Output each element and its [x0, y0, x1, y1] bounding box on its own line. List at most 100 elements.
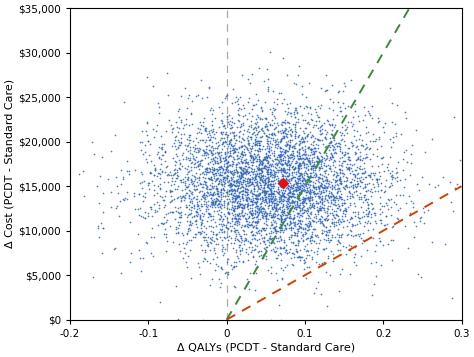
Point	[90, 275, 97, 280]
Point	[295, 202, 302, 208]
Point	[243, 169, 251, 174]
Point	[189, 155, 197, 160]
Point	[260, 236, 268, 241]
Point	[288, 175, 295, 181]
Point	[203, 183, 211, 189]
Point	[236, 252, 244, 257]
Point	[294, 176, 301, 181]
Point	[331, 186, 338, 191]
Point	[264, 179, 272, 185]
Point	[268, 190, 275, 196]
Point	[290, 220, 298, 226]
Point	[289, 191, 296, 196]
Point	[230, 240, 238, 246]
Point	[272, 213, 279, 219]
Point	[284, 198, 292, 203]
Point	[246, 240, 254, 245]
Point	[365, 111, 373, 116]
Point	[300, 257, 308, 262]
Point	[221, 177, 228, 183]
Point	[187, 132, 194, 138]
Point	[326, 223, 334, 228]
Point	[261, 165, 268, 171]
Point	[228, 218, 236, 224]
Point	[261, 208, 268, 214]
Point	[253, 131, 261, 137]
Point	[333, 177, 341, 183]
Point	[358, 137, 365, 143]
Point	[268, 191, 275, 197]
Point	[247, 154, 255, 159]
Point	[302, 94, 310, 100]
Point	[296, 155, 303, 161]
Point	[225, 201, 232, 207]
Point	[144, 210, 151, 216]
Point	[136, 191, 143, 196]
Point	[171, 170, 179, 175]
Point	[237, 174, 245, 180]
Point	[272, 195, 279, 200]
Point	[264, 191, 272, 196]
Point	[231, 219, 238, 225]
Point	[237, 201, 245, 206]
Point	[305, 218, 312, 224]
Point	[224, 143, 231, 149]
Point	[230, 120, 238, 126]
Point	[219, 167, 227, 172]
Point	[221, 139, 229, 145]
Point	[297, 163, 304, 169]
Point	[190, 194, 198, 200]
Point	[246, 222, 253, 228]
Point	[252, 182, 259, 188]
Point	[281, 148, 289, 154]
Point	[279, 210, 286, 215]
Point	[206, 176, 213, 182]
Point	[201, 155, 209, 161]
Point	[193, 201, 201, 207]
Point	[277, 200, 285, 206]
Point	[187, 177, 194, 183]
Point	[264, 188, 272, 194]
Point	[302, 155, 310, 161]
Point	[313, 232, 321, 238]
Point	[244, 138, 252, 144]
Point	[251, 151, 258, 156]
Point	[351, 183, 358, 189]
Point	[353, 183, 361, 189]
Point	[255, 149, 262, 154]
Point	[209, 192, 217, 198]
Point	[291, 202, 298, 208]
Point	[277, 156, 284, 162]
Point	[229, 198, 237, 204]
Point	[120, 197, 128, 203]
Point	[309, 162, 317, 167]
Point	[300, 198, 307, 204]
Point	[249, 253, 256, 258]
Point	[167, 223, 174, 229]
Point	[150, 172, 158, 178]
Point	[295, 162, 303, 168]
Point	[400, 156, 407, 162]
Point	[253, 182, 261, 188]
Point	[372, 139, 379, 144]
Point	[244, 147, 252, 153]
Point	[235, 216, 243, 221]
Point	[273, 245, 281, 251]
Point	[251, 219, 259, 225]
Point	[290, 163, 297, 169]
Point	[265, 191, 273, 197]
Point	[100, 225, 107, 231]
Point	[239, 187, 247, 193]
Point	[288, 184, 295, 190]
Point	[267, 163, 274, 169]
Point	[294, 211, 302, 217]
Point	[177, 177, 185, 183]
Point	[218, 165, 226, 171]
Point	[230, 283, 238, 288]
Point	[292, 198, 299, 203]
Point	[247, 181, 255, 186]
Point	[330, 208, 338, 213]
Point	[255, 206, 263, 212]
Point	[316, 183, 324, 189]
Point	[291, 166, 299, 171]
